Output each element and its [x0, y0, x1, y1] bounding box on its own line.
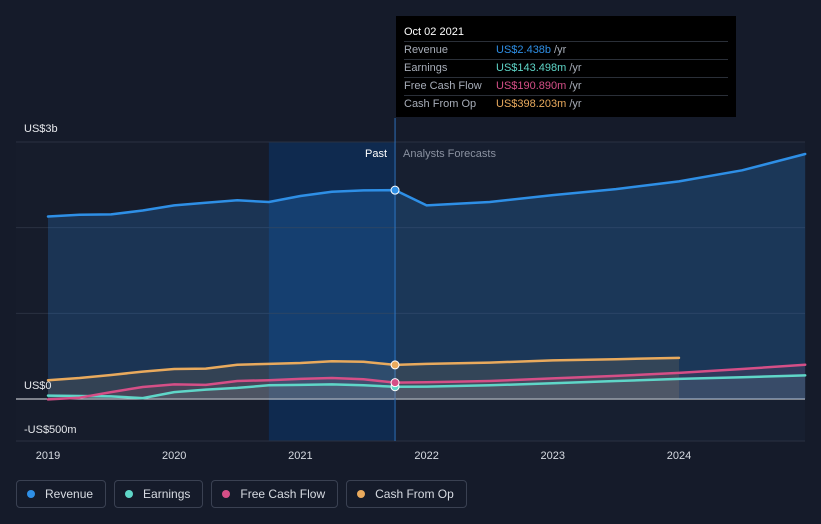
marker-revenue: [390, 185, 400, 195]
x-tick-label: 2023: [541, 450, 565, 462]
tooltip-unit: /yr: [569, 98, 582, 110]
tooltip-unit: /yr: [554, 44, 567, 56]
y-tick-label: US$0: [24, 380, 52, 392]
x-tick-label: 2022: [414, 450, 438, 462]
tooltip-unit: /yr: [569, 80, 582, 92]
tooltip-value: US$190.890m: [496, 80, 567, 92]
tooltip-label: Cash From Op: [404, 98, 477, 110]
x-tick-label: 2021: [288, 450, 312, 462]
tooltip-label: Revenue: [404, 44, 449, 56]
tooltip-label: Earnings: [404, 62, 448, 74]
x-tick-label: 2020: [162, 450, 186, 462]
x-tick-label: 2024: [667, 450, 691, 462]
past-region-bg: [16, 142, 269, 441]
tooltip-value: US$398.203m: [496, 98, 567, 110]
tooltip-date: Oct 02 2021: [404, 26, 464, 38]
legend-dot-icon: [222, 490, 231, 498]
tooltip-row-earnings: Earnings US$143.498m /yr: [404, 59, 728, 77]
line-free-cash-flow: [46, 363, 807, 401]
legend-label: Free Cash Flow: [240, 487, 326, 501]
chart-legend: Revenue Earnings Free Cash Flow Cash Fro…: [16, 480, 467, 508]
x-tick-label: 2019: [36, 450, 60, 462]
legend-item-revenue[interactable]: Revenue: [16, 480, 107, 508]
tooltip-value: US$143.498m: [496, 62, 567, 74]
tooltip-row-cash-from-op: Cash From Op US$398.203m /yr: [404, 95, 728, 113]
marker-free-cash-flow: [390, 378, 400, 388]
forecast-label: Analysts Forecasts: [403, 148, 496, 160]
legend-dot-icon: [357, 490, 366, 498]
tooltip-row-revenue: Revenue US$2.438b /yr: [404, 41, 728, 59]
legend-dot-icon: [27, 490, 35, 498]
area-revenue: [48, 154, 806, 399]
legend-item-earnings[interactable]: Earnings: [114, 480, 204, 508]
legend-label: Cash From Op: [375, 487, 454, 501]
line-cash-from-op: [46, 356, 681, 382]
tooltip-value: US$2.438b: [496, 44, 552, 56]
line-earnings: [46, 374, 807, 400]
marker-cash-from-op: [390, 360, 400, 370]
legend-dot-icon: [125, 490, 134, 498]
y-tick-label: -US$500m: [24, 424, 77, 436]
area-free-cash-flow: [48, 364, 806, 400]
legend-item-cash-from-op[interactable]: Cash From Op: [346, 480, 467, 508]
line-revenue: [46, 152, 807, 218]
y-tick-label: US$3b: [24, 123, 58, 135]
tooltip-row-free-cash-flow: Free Cash Flow US$190.890m /yr: [404, 77, 728, 95]
legend-label: Earnings: [143, 487, 191, 501]
tooltip-unit: /yr: [569, 62, 582, 74]
legend-item-free-cash-flow[interactable]: Free Cash Flow: [211, 480, 339, 508]
past-label: Past: [365, 148, 387, 160]
tooltip-label: Free Cash Flow: [404, 80, 482, 92]
chart-tooltip: Oct 02 2021 Revenue US$2.438b /yr Earnin…: [396, 16, 736, 117]
legend-label: Revenue: [45, 487, 94, 501]
